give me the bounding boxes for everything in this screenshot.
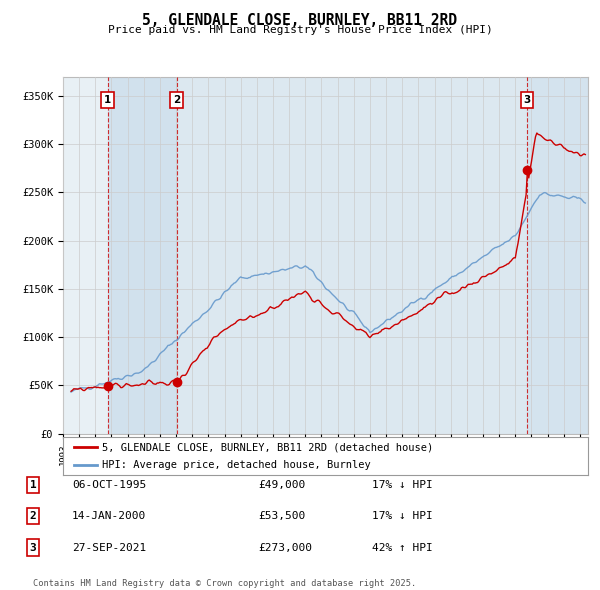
Text: 5, GLENDALE CLOSE, BURNLEY, BB11 2RD: 5, GLENDALE CLOSE, BURNLEY, BB11 2RD [143,13,458,28]
Text: 06-OCT-1995: 06-OCT-1995 [72,480,146,490]
Text: £49,000: £49,000 [258,480,305,490]
Text: £273,000: £273,000 [258,543,312,552]
Text: £53,500: £53,500 [258,512,305,521]
Text: 14-JAN-2000: 14-JAN-2000 [72,512,146,521]
Bar [63,77,107,434]
Text: HPI: Average price, detached house, Burnley: HPI: Average price, detached house, Burn… [103,460,371,470]
Text: 1: 1 [29,480,37,490]
Text: 3: 3 [29,543,37,552]
Text: Price paid vs. HM Land Registry's House Price Index (HPI): Price paid vs. HM Land Registry's House … [107,25,493,35]
Text: 3: 3 [524,95,531,105]
Text: 17% ↓ HPI: 17% ↓ HPI [372,480,433,490]
Text: 2: 2 [173,95,181,105]
Text: 17% ↓ HPI: 17% ↓ HPI [372,512,433,521]
Text: 5, GLENDALE CLOSE, BURNLEY, BB11 2RD (detached house): 5, GLENDALE CLOSE, BURNLEY, BB11 2RD (de… [103,442,434,453]
Text: 42% ↑ HPI: 42% ↑ HPI [372,543,433,552]
Text: 27-SEP-2021: 27-SEP-2021 [72,543,146,552]
Bar [107,77,177,434]
Bar [63,77,107,434]
Text: 2: 2 [29,512,37,521]
Text: Contains HM Land Registry data © Crown copyright and database right 2025.
This d: Contains HM Land Registry data © Crown c… [33,579,416,590]
Text: 1: 1 [104,95,111,105]
Bar [527,77,588,434]
